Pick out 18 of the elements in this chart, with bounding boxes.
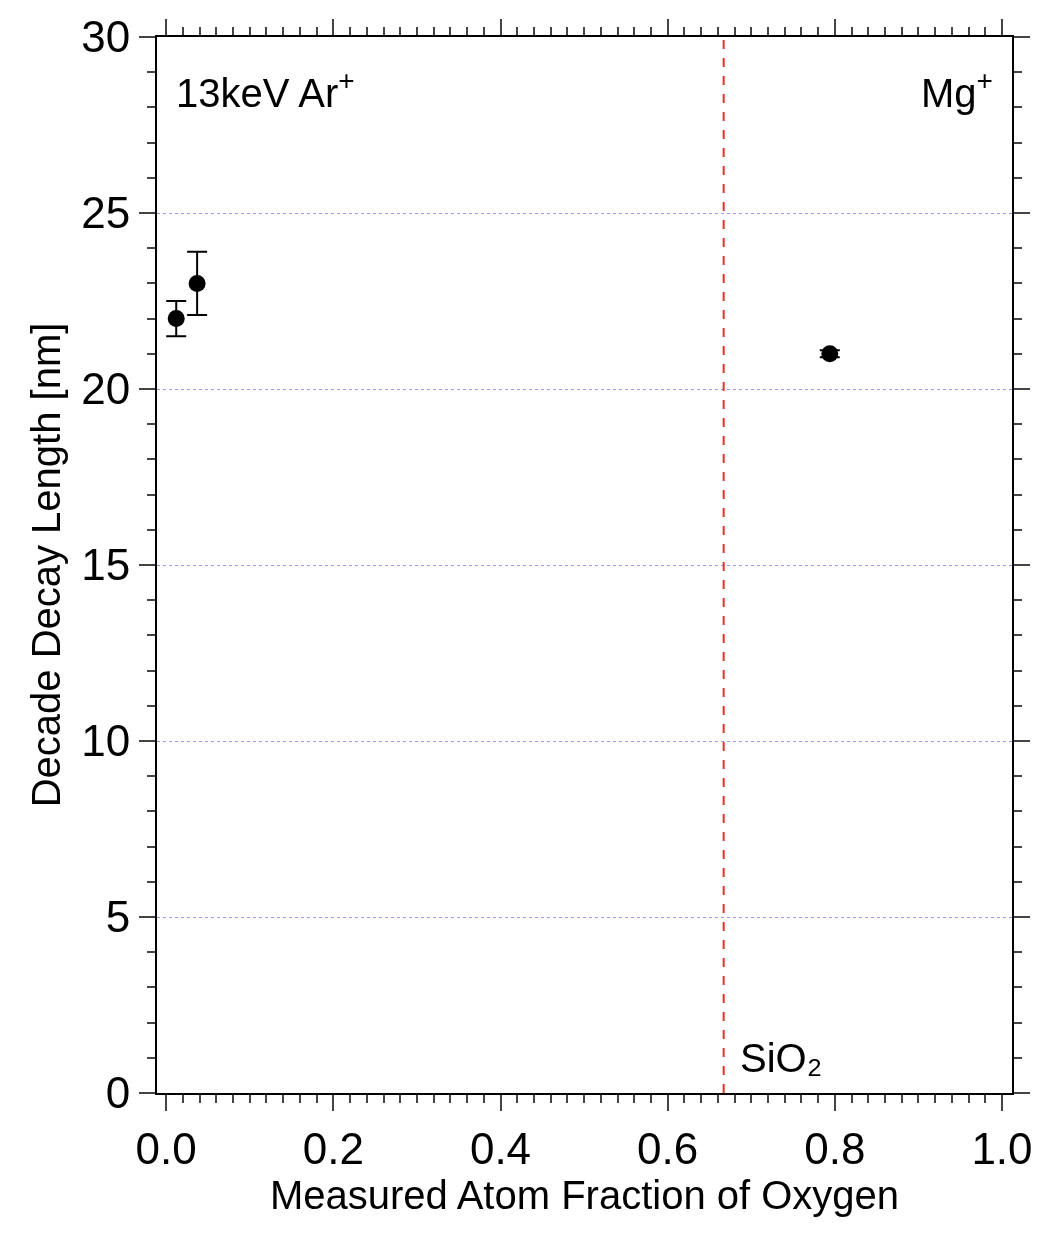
x-tick-label: 0.4: [469, 1123, 532, 1173]
x-tick-label: 0.0: [135, 1123, 197, 1173]
annotation: 13keV Ar$^{+}$: [176, 65, 355, 115]
y-tick-label: 10: [81, 716, 131, 766]
y-tick-label: 15: [81, 540, 131, 590]
y-tick-label: 25: [81, 188, 131, 238]
y-tick-label: 20: [81, 364, 131, 414]
y-tick-label: 5: [105, 892, 131, 942]
y-axis-title: Decade Decay Length [nm]: [24, 322, 69, 808]
y-tick-label: 0: [105, 1068, 131, 1118]
x-tick-label: 0.2: [302, 1123, 364, 1173]
ref-line-label: SiO₂: [740, 1036, 823, 1080]
annotation: Mg$^{+}$: [921, 65, 993, 115]
y-tick-label: 30: [81, 12, 131, 62]
x-axis-title: Measured Atom Fraction of Oxygen: [269, 1172, 900, 1217]
x-tick-label: 1.0: [971, 1123, 1033, 1173]
x-tick-label: 0.6: [637, 1123, 699, 1173]
x-tick-label: 0.8: [804, 1123, 866, 1173]
